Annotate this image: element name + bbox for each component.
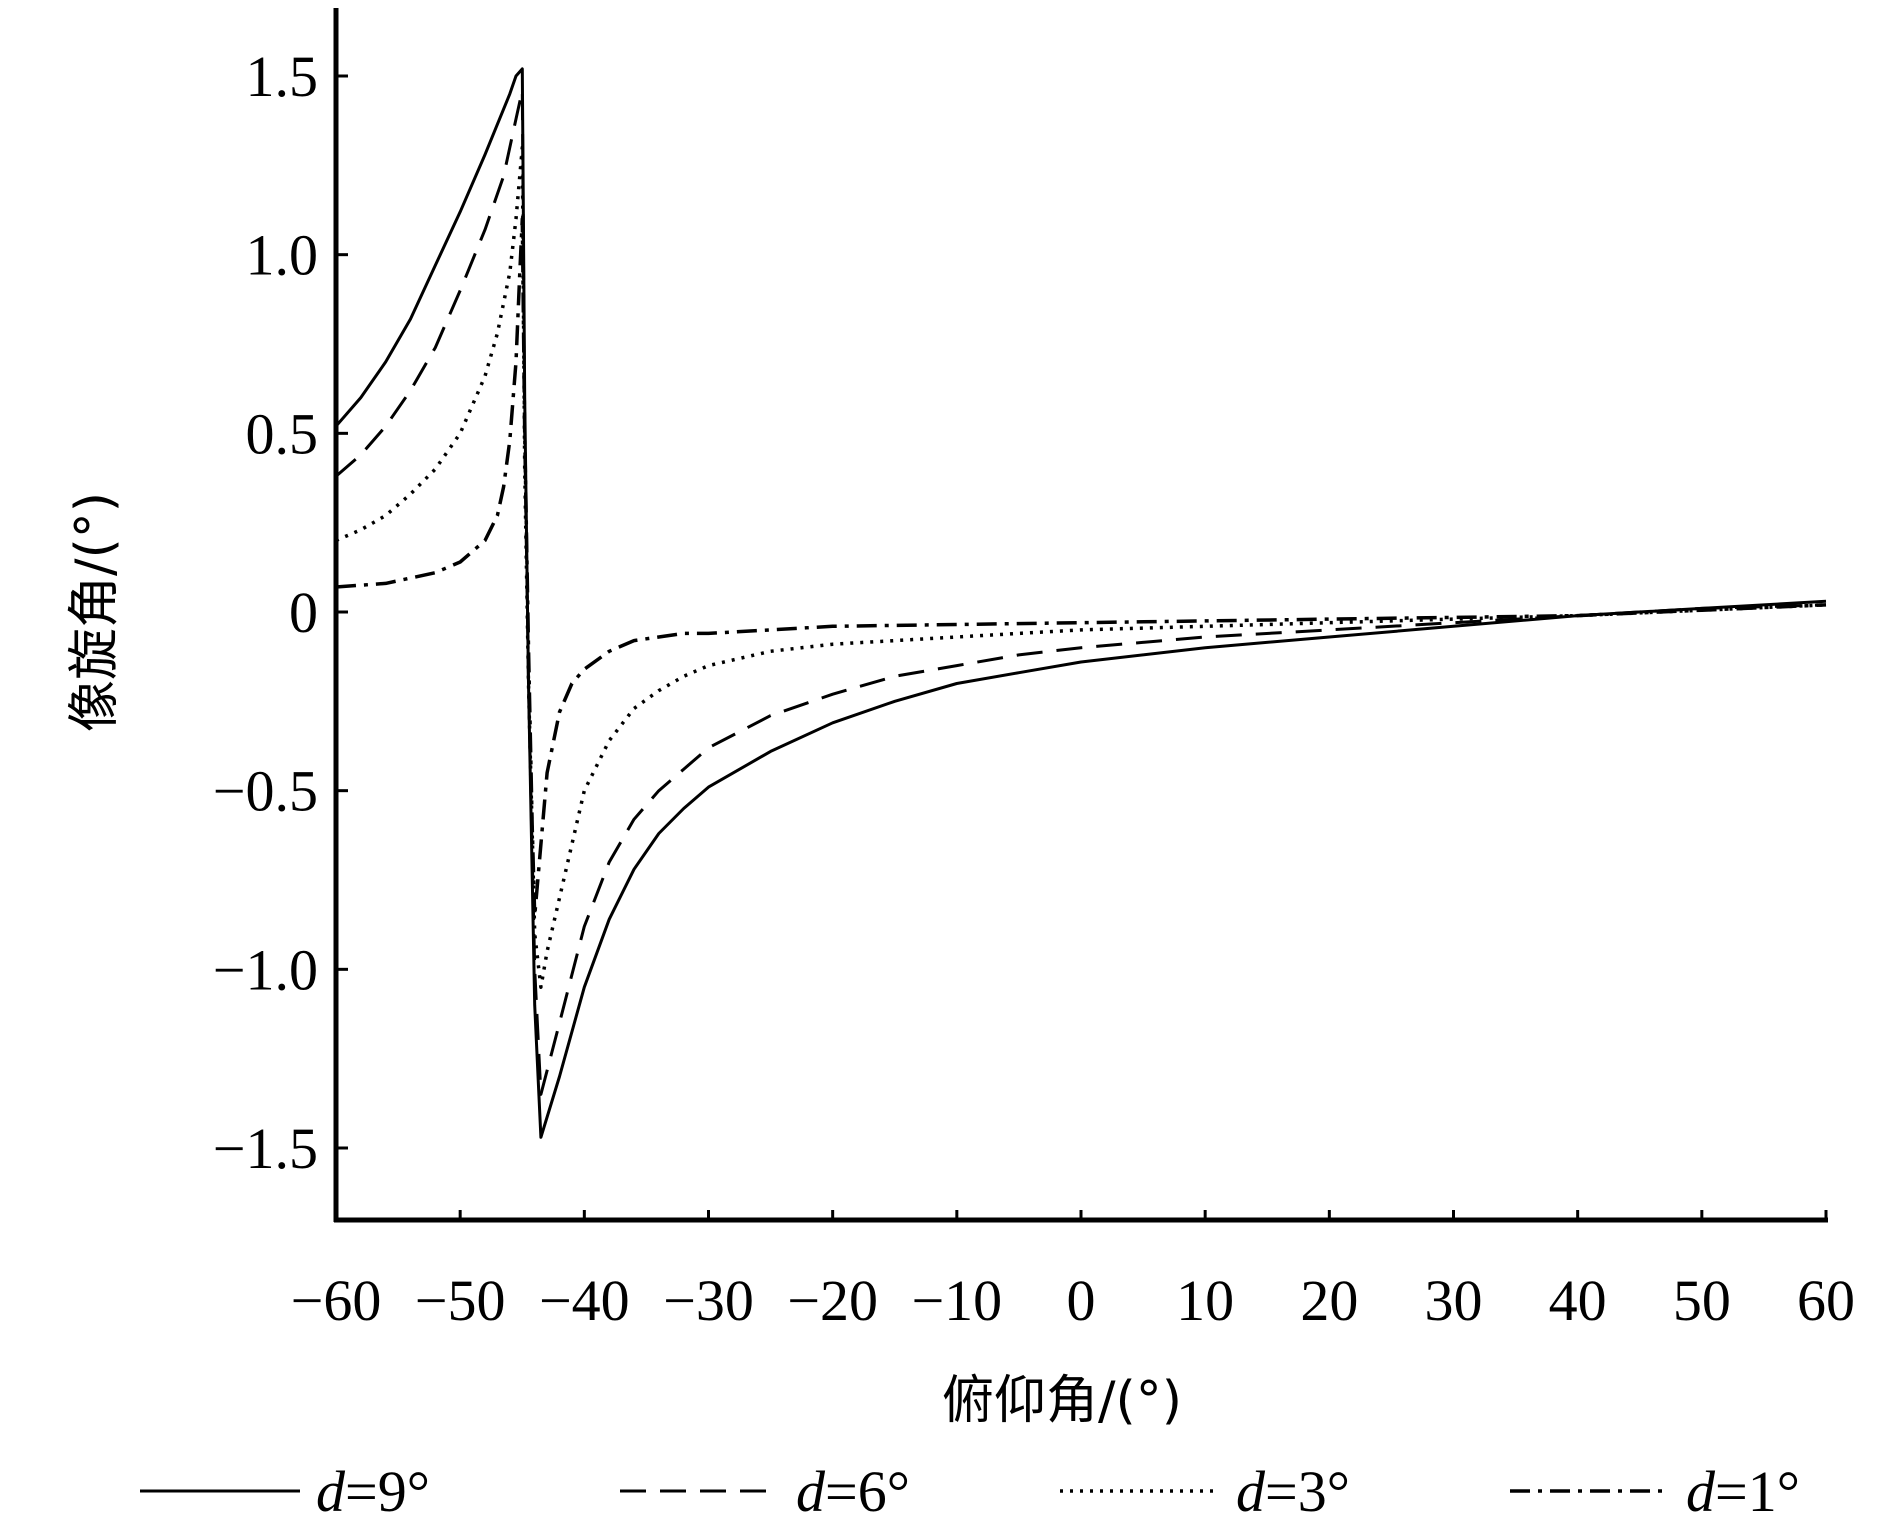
x-tick-label: 0 <box>1067 1268 1096 1333</box>
x-tick-label: 30 <box>1425 1268 1483 1333</box>
series-layer <box>334 67 1827 1139</box>
series-line-4 <box>335 217 1827 918</box>
legend-label-3: d=3° <box>1236 1459 1350 1524</box>
y-axis-title: 像旋角/(°) <box>65 492 125 732</box>
x-ticks: −60 −50 −40 −30 −20 −10 0 10 20 30 40 50 60 <box>291 1210 1855 1333</box>
y-tick-label: 0.5 <box>246 401 319 466</box>
x-tick-label: 60 <box>1797 1268 1855 1333</box>
y-tick-label: −0.5 <box>213 759 318 824</box>
y-tick-label: −1.5 <box>213 1116 318 1181</box>
series-line-3 <box>335 145 1827 989</box>
x-tick-label: −50 <box>415 1268 506 1333</box>
x-tick-label: −40 <box>539 1268 630 1333</box>
x-tick-label: −20 <box>787 1268 878 1333</box>
y-ticks: 1.5 1.0 0.5 0 −0.5 −1.0 −1.5 <box>213 44 348 1181</box>
x-tick-label: −60 <box>291 1268 382 1333</box>
y-tick-label: 1.5 <box>246 44 319 109</box>
x-tick-label: −10 <box>911 1268 1002 1333</box>
x-tick-label: 20 <box>1300 1268 1358 1333</box>
legend-label-4: d=1° <box>1686 1459 1800 1524</box>
y-tick-label: 1.0 <box>246 223 319 288</box>
legend-label-1: d=9° <box>316 1459 430 1524</box>
x-tick-label: 40 <box>1549 1268 1607 1333</box>
series-line-1 <box>334 67 1827 1139</box>
legend-label-2: d=6° <box>796 1459 910 1524</box>
y-tick-label: 0 <box>289 580 318 645</box>
legend: d=9° d=6° d=3° d=1° <box>140 1459 1800 1524</box>
x-axis-title: 俯仰角/(°) <box>942 1371 1182 1431</box>
y-tick-label: −1.0 <box>213 937 318 1002</box>
series-line-2 <box>335 88 1827 1096</box>
x-tick-label: 10 <box>1176 1268 1234 1333</box>
x-tick-label: −30 <box>663 1268 754 1333</box>
x-tick-label: 50 <box>1673 1268 1731 1333</box>
